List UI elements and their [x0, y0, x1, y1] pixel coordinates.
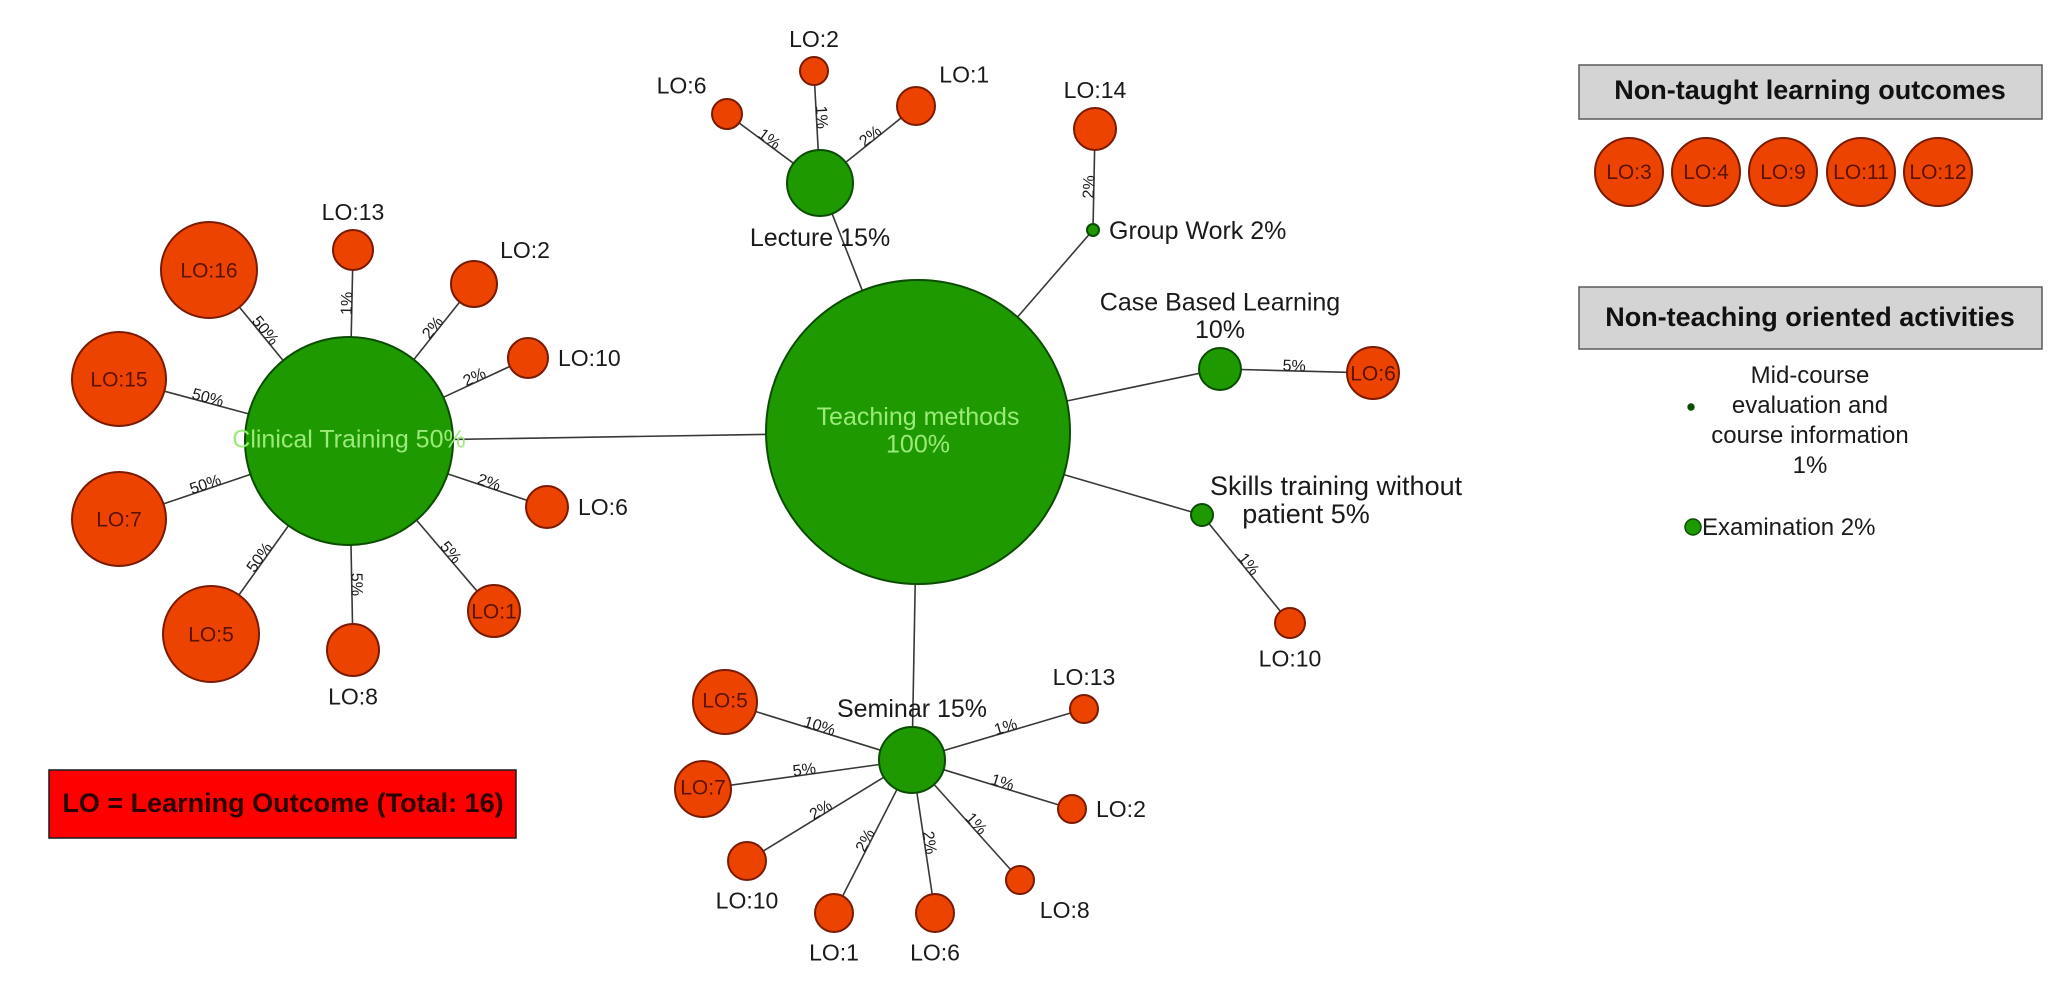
svg-text:1%: 1% [339, 292, 356, 315]
svg-text:LO:2: LO:2 [789, 26, 839, 52]
svg-text:Case Based Learning: Case Based Learning [1100, 289, 1340, 317]
svg-text:Examination 2%: Examination 2% [1702, 514, 1875, 541]
svg-text:1%: 1% [812, 105, 830, 129]
svg-text:50%: 50% [244, 540, 276, 576]
svg-text:100%: 100% [886, 430, 950, 458]
svg-text:2%: 2% [419, 314, 447, 343]
svg-text:5%: 5% [347, 573, 364, 596]
svg-text:LO:3: LO:3 [1606, 161, 1652, 184]
svg-text:Mid-course: Mid-course [1751, 362, 1870, 389]
svg-text:LO:6: LO:6 [1350, 362, 1396, 385]
svg-text:LO:1: LO:1 [471, 600, 517, 623]
svg-text:Lecture 15%: Lecture 15% [750, 224, 890, 252]
svg-text:1%: 1% [755, 126, 784, 153]
svg-text:LO:9: LO:9 [1760, 161, 1806, 184]
svg-text:LO:12: LO:12 [1909, 161, 1966, 184]
svg-text:1%: 1% [989, 771, 1016, 794]
svg-text:LO:2: LO:2 [1096, 796, 1146, 822]
svg-text:LO:6: LO:6 [657, 73, 707, 99]
svg-text:LO:7: LO:7 [680, 777, 726, 800]
svg-text:50%: 50% [248, 313, 281, 349]
svg-text:Non-teaching oriented activiti: Non-teaching oriented activities [1605, 302, 2015, 332]
svg-text:Group Work 2%: Group Work 2% [1109, 217, 1286, 245]
svg-text:2%: 2% [853, 826, 879, 854]
svg-text:2%: 2% [807, 797, 836, 824]
svg-text:LO = Learning Outcome (Total:: LO = Learning Outcome (Total: 16) [62, 788, 503, 818]
svg-text:5%: 5% [436, 538, 464, 567]
svg-text:LO:15: LO:15 [90, 368, 147, 391]
svg-text:LO:1: LO:1 [809, 939, 859, 965]
svg-text:10%: 10% [1195, 316, 1245, 344]
svg-text:10%: 10% [802, 714, 838, 740]
svg-text:LO:6: LO:6 [578, 494, 628, 520]
svg-text:Non-taught learning outcomes: Non-taught learning outcomes [1614, 75, 2006, 105]
svg-text:2%: 2% [919, 830, 939, 855]
svg-text:Skills training without: Skills training without [1210, 471, 1463, 501]
svg-text:50%: 50% [188, 472, 224, 498]
svg-text:LO:14: LO:14 [1064, 77, 1127, 103]
svg-text:LO:8: LO:8 [328, 683, 378, 709]
svg-text:1%: 1% [1234, 550, 1262, 579]
svg-text:LO:16: LO:16 [180, 259, 237, 282]
svg-text:50%: 50% [190, 386, 225, 411]
svg-text:1%: 1% [992, 716, 1019, 739]
svg-text:1%: 1% [1793, 452, 1828, 479]
svg-text:LO:1: LO:1 [939, 62, 989, 88]
svg-text:Clinical Training 50%: Clinical Training 50% [232, 426, 465, 454]
svg-text:LO:13: LO:13 [322, 199, 385, 225]
svg-text:LO:2: LO:2 [500, 237, 550, 263]
svg-text:1%: 1% [962, 810, 990, 839]
svg-text:LO:5: LO:5 [702, 690, 748, 713]
svg-text:course information: course information [1711, 422, 1908, 449]
svg-text:LO:10: LO:10 [558, 345, 621, 371]
svg-text:2%: 2% [856, 123, 885, 151]
svg-text:5%: 5% [1282, 358, 1306, 376]
svg-text:LO:6: LO:6 [910, 939, 960, 965]
svg-text:evaluation and: evaluation and [1732, 392, 1888, 419]
svg-text:patient 5%: patient 5% [1242, 499, 1370, 529]
svg-text:Seminar 15%: Seminar 15% [837, 695, 987, 723]
svg-text:LO:4: LO:4 [1683, 161, 1729, 184]
svg-text:LO:11: LO:11 [1833, 161, 1889, 184]
svg-text:2%: 2% [1081, 175, 1098, 198]
svg-text:Teaching methods: Teaching methods [817, 403, 1020, 431]
svg-text:LO:8: LO:8 [1040, 897, 1090, 923]
svg-text:LO:10: LO:10 [716, 887, 779, 913]
svg-text:LO:10: LO:10 [1259, 645, 1322, 671]
svg-text:5%: 5% [792, 760, 817, 780]
svg-text:LO:7: LO:7 [96, 508, 142, 531]
svg-text:LO:13: LO:13 [1053, 664, 1116, 690]
svg-text:LO:5: LO:5 [188, 623, 234, 646]
